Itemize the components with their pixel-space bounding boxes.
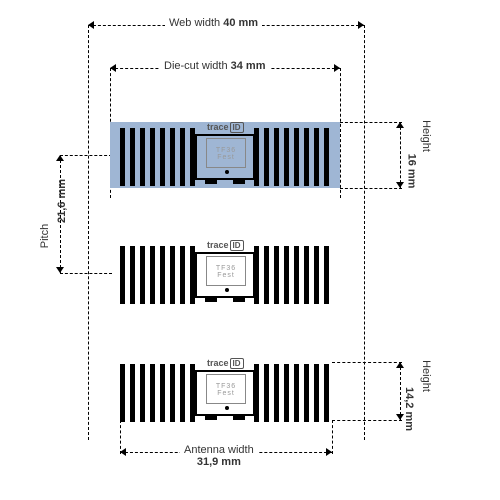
guide xyxy=(332,420,333,454)
brand-logo: traceID xyxy=(207,122,244,132)
brand-suffix: ID xyxy=(230,240,244,251)
rfid-tag-3: TF36 Fest traceID xyxy=(110,358,340,424)
guide xyxy=(60,155,112,156)
dim-label-text: Die-cut width xyxy=(164,60,228,72)
feed-tab xyxy=(233,178,245,184)
chip-label: TF36 Fest xyxy=(206,256,246,286)
guide xyxy=(88,25,89,440)
feed-tab xyxy=(233,296,245,302)
antenna-right xyxy=(254,362,329,422)
dim-label-text: Height xyxy=(420,120,432,152)
brand-suffix: ID xyxy=(230,122,244,133)
dim-value-text: 40 mm xyxy=(223,17,258,29)
chip-dot xyxy=(225,288,229,292)
brand-suffix: ID xyxy=(230,358,244,369)
antenna-right xyxy=(254,244,329,304)
dim-ant-height-line xyxy=(400,362,401,420)
brand-logo: traceID xyxy=(207,240,244,250)
dim-height-label: Height xyxy=(420,120,432,152)
guide xyxy=(332,420,402,421)
dim-diecut-width-label: Die-cut width 34 mm xyxy=(160,60,270,72)
dim-value-text: 31,9 mm xyxy=(197,456,241,468)
guide xyxy=(340,68,341,198)
feed-tab xyxy=(205,178,217,184)
dim-label-text: Height xyxy=(420,360,432,392)
dim-value-text: 21,6 mm xyxy=(56,179,68,223)
chip-frame: TF36 Fest xyxy=(195,252,255,298)
dim-height-line xyxy=(400,122,401,188)
guide xyxy=(332,362,402,363)
chip-frame: TF36 Fest xyxy=(195,134,255,180)
dim-value-text: 14,2 mm xyxy=(403,387,415,431)
dim-ant-height-value: 14,2 mm xyxy=(403,387,415,431)
feed-tab xyxy=(205,414,217,420)
antenna-right xyxy=(254,126,329,186)
dim-pitch-label: Pitch xyxy=(39,224,51,248)
brand-name: trace xyxy=(207,240,229,250)
dim-label-text: Antenna width xyxy=(184,444,254,456)
dim-ant-height-label: Height xyxy=(420,360,432,392)
guide xyxy=(340,122,402,123)
dim-pitch-value: 21,6 mm xyxy=(56,179,68,223)
antenna-left xyxy=(120,244,195,304)
dim-value-text: 16 mm xyxy=(405,154,417,189)
dim-label-text: Pitch xyxy=(39,224,51,248)
rfid-tag-2: TF36 Fest traceID xyxy=(110,240,340,306)
feed-tab xyxy=(233,414,245,420)
rfid-tag-1: TF36 Fest traceID xyxy=(110,122,340,188)
feed-tab xyxy=(205,296,217,302)
brand-name: trace xyxy=(207,358,229,368)
chip-label: TF36 Fest xyxy=(206,138,246,168)
guide xyxy=(60,273,112,274)
antenna-left xyxy=(120,362,195,422)
chip-dot xyxy=(225,170,229,174)
dim-web-width-label: Web width 40 mm xyxy=(165,17,262,29)
chip-frame: TF36 Fest xyxy=(195,370,255,416)
guide xyxy=(340,188,402,189)
dim-ant-width-label: Antenna width 31,9 mm xyxy=(180,444,258,468)
guide xyxy=(120,420,121,454)
dim-label-text: Web width xyxy=(169,17,220,29)
dim-height-value: 16 mm xyxy=(405,154,417,189)
chip-dot xyxy=(225,406,229,410)
brand-logo: traceID xyxy=(207,358,244,368)
antenna-left xyxy=(120,126,195,186)
chip-label: TF36 Fest xyxy=(206,374,246,404)
dim-value-text: 34 mm xyxy=(231,60,266,72)
guide xyxy=(364,25,365,440)
brand-name: trace xyxy=(207,122,229,132)
